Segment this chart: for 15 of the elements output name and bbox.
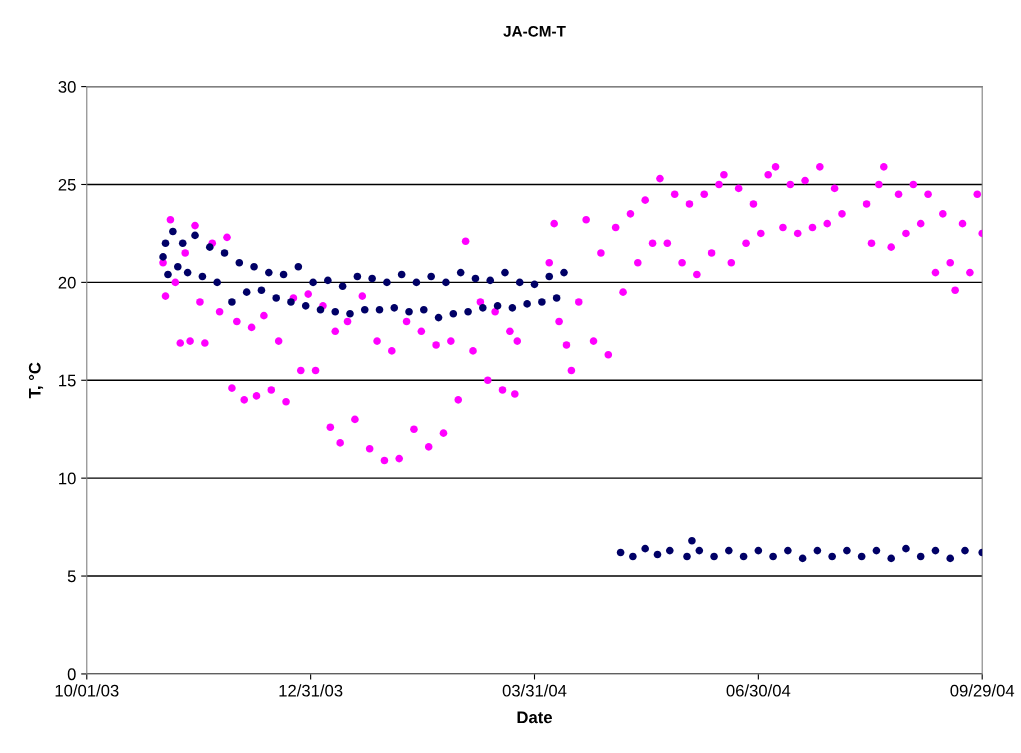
x-tick-label: 03/31/04 (502, 684, 567, 697)
y-tick-label: 30 (58, 81, 76, 93)
y-tick-label: 25 (58, 178, 76, 191)
y-tick-label: 15 (59, 374, 76, 387)
x-tick-label: 06/30/04 (726, 684, 791, 697)
x-tick-label: 10/01/03 (55, 684, 119, 697)
x-tick-label: 12/31/03 (279, 684, 343, 697)
y-tick-label: 10 (59, 472, 76, 485)
x-tick-label: 09/29/04 (950, 684, 1015, 697)
chart-title: JA-CM-T (503, 25, 566, 37)
x-axis-title: Date (517, 711, 552, 724)
y-tick-label: 5 (67, 570, 76, 583)
y-tick-label: 0 (67, 668, 76, 681)
y-axis-title: T, °C (28, 362, 44, 399)
y-tick-label: 20 (58, 276, 76, 289)
